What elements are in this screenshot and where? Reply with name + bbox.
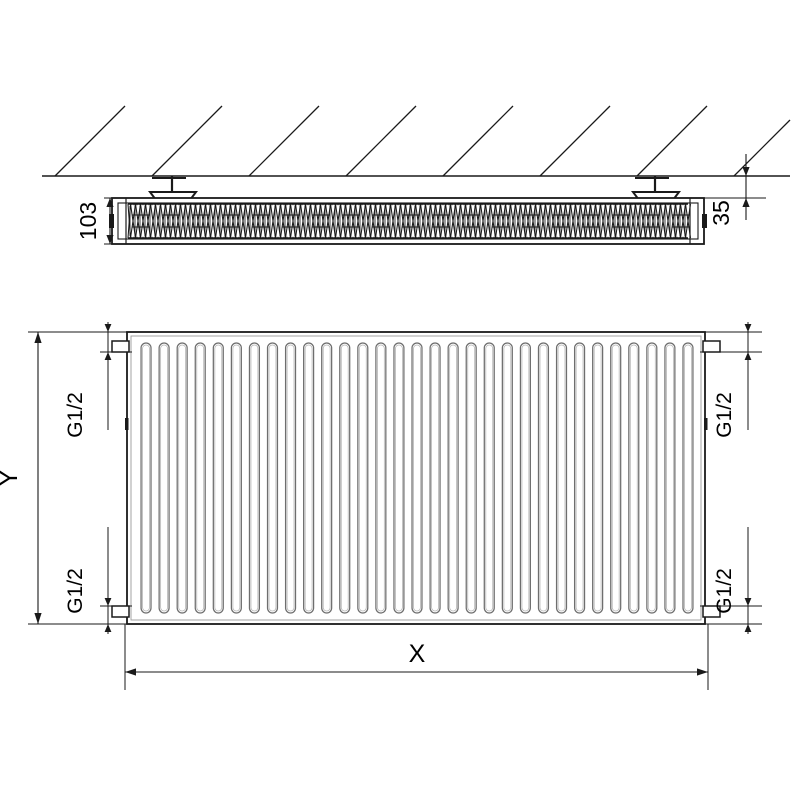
front-view-channel bbox=[519, 342, 531, 614]
front-view-channel-highlight bbox=[431, 344, 439, 612]
g12-top-right-label: G1/2 bbox=[713, 392, 736, 438]
front-view-channel-highlight bbox=[593, 344, 602, 612]
front-view-channel bbox=[266, 342, 279, 614]
front-view-channel bbox=[284, 342, 297, 614]
connection-top-right bbox=[702, 340, 721, 353]
front-view-channel bbox=[321, 342, 333, 614]
front-right-vent-nub bbox=[704, 418, 708, 430]
front-view-channel-highlight bbox=[358, 344, 367, 612]
front-view-channel-highlight bbox=[232, 344, 241, 612]
front-view-channel-highlight bbox=[142, 344, 150, 612]
front-view-channel-highlight bbox=[575, 344, 584, 612]
front-view-channel bbox=[646, 342, 658, 614]
top-view-group: 103 35 bbox=[42, 105, 791, 245]
front-view-channel-highlight bbox=[340, 344, 349, 612]
front-left-vent-nub bbox=[125, 418, 129, 430]
front-view-channel-highlight bbox=[196, 344, 205, 612]
gap-dimension-label: 35 bbox=[708, 200, 734, 226]
top-view-left-nub bbox=[109, 214, 114, 228]
front-view-channel bbox=[555, 342, 568, 614]
connection-top-left bbox=[111, 340, 130, 353]
top-view-right-nub bbox=[702, 214, 707, 228]
front-view-channel bbox=[194, 342, 206, 614]
dimension-width-x: X bbox=[124, 624, 709, 690]
front-view-channel-highlight bbox=[629, 344, 638, 612]
width-dimension-label: X bbox=[409, 640, 426, 668]
front-view-channel-highlight bbox=[449, 344, 458, 612]
dimension-g12-top-left: G1/2 bbox=[64, 322, 132, 438]
front-view-channel bbox=[357, 342, 369, 614]
front-view-channel bbox=[664, 342, 676, 614]
front-view-channel bbox=[592, 342, 604, 614]
front-view-channel bbox=[140, 342, 152, 614]
front-view-channel-highlight bbox=[485, 344, 494, 612]
front-view-channel bbox=[411, 342, 423, 614]
front-view-channel-highlight bbox=[539, 344, 548, 612]
front-view-channel-highlight bbox=[467, 344, 476, 612]
depth-dimension-label: 103 bbox=[75, 202, 101, 240]
front-view-channel bbox=[682, 342, 694, 614]
dimension-g12-bottom-right: G1/2 bbox=[700, 527, 762, 634]
dimension-depth-103: 103 bbox=[75, 197, 134, 245]
front-view-channel bbox=[230, 342, 242, 614]
front-view-channel bbox=[176, 342, 188, 614]
front-view-channels bbox=[140, 342, 694, 614]
front-view-channel bbox=[248, 342, 261, 614]
front-view-channel bbox=[610, 342, 622, 614]
front-view-channel bbox=[212, 342, 224, 614]
front-view-channel-highlight bbox=[250, 344, 259, 612]
front-view-channel-highlight bbox=[395, 344, 403, 612]
dimension-height-y: Y bbox=[0, 331, 104, 625]
front-view-channel-highlight bbox=[557, 344, 566, 612]
front-view-channel bbox=[573, 342, 586, 614]
front-view-channel bbox=[393, 342, 405, 614]
front-view-channel bbox=[501, 342, 513, 614]
dimension-gap-35: 35 bbox=[704, 154, 766, 226]
front-view-channel-highlight bbox=[666, 344, 674, 612]
front-view-channel bbox=[465, 342, 477, 614]
front-view-channel-highlight bbox=[376, 344, 385, 612]
front-view-channel bbox=[339, 342, 351, 614]
top-view-water-panels bbox=[128, 203, 688, 239]
front-view-channel-highlight bbox=[304, 344, 313, 612]
dimension-g12-bottom-left: G1/2 bbox=[64, 527, 132, 634]
front-view-group: G1/2 G1/2 G1/2 G1/2 bbox=[0, 322, 762, 690]
front-view-channel-highlight bbox=[503, 344, 512, 612]
front-view-channel-highlight bbox=[286, 344, 295, 612]
front-view-channel bbox=[429, 342, 441, 614]
g12-bottom-left-label: G1/2 bbox=[64, 568, 87, 614]
front-view-channel-highlight bbox=[521, 344, 530, 612]
front-view-channel-highlight bbox=[268, 344, 277, 612]
height-dimension-label: Y bbox=[0, 469, 23, 486]
connection-bottom-left bbox=[111, 605, 130, 618]
front-view-channel bbox=[483, 342, 495, 614]
front-view-channel bbox=[537, 342, 550, 614]
front-view-channel-highlight bbox=[684, 344, 692, 612]
front-view-channel-highlight bbox=[178, 344, 187, 612]
g12-bottom-right-label: G1/2 bbox=[713, 568, 736, 614]
front-view-channel-highlight bbox=[413, 344, 421, 612]
dimension-g12-top-right: G1/2 bbox=[700, 322, 762, 438]
front-view-channel bbox=[303, 342, 315, 614]
front-view-channel bbox=[628, 342, 640, 614]
front-view-channel-highlight bbox=[322, 344, 331, 612]
wall-hatching bbox=[54, 105, 791, 177]
front-view-channel-highlight bbox=[647, 344, 656, 612]
front-view-channel bbox=[158, 342, 170, 614]
g12-top-left-label: G1/2 bbox=[64, 392, 87, 438]
front-view-channel bbox=[375, 342, 387, 614]
front-view-channel-highlight bbox=[611, 344, 620, 612]
front-view-channel-highlight bbox=[214, 344, 223, 612]
front-view-channel-highlight bbox=[160, 344, 168, 612]
front-view-channel bbox=[447, 342, 459, 614]
